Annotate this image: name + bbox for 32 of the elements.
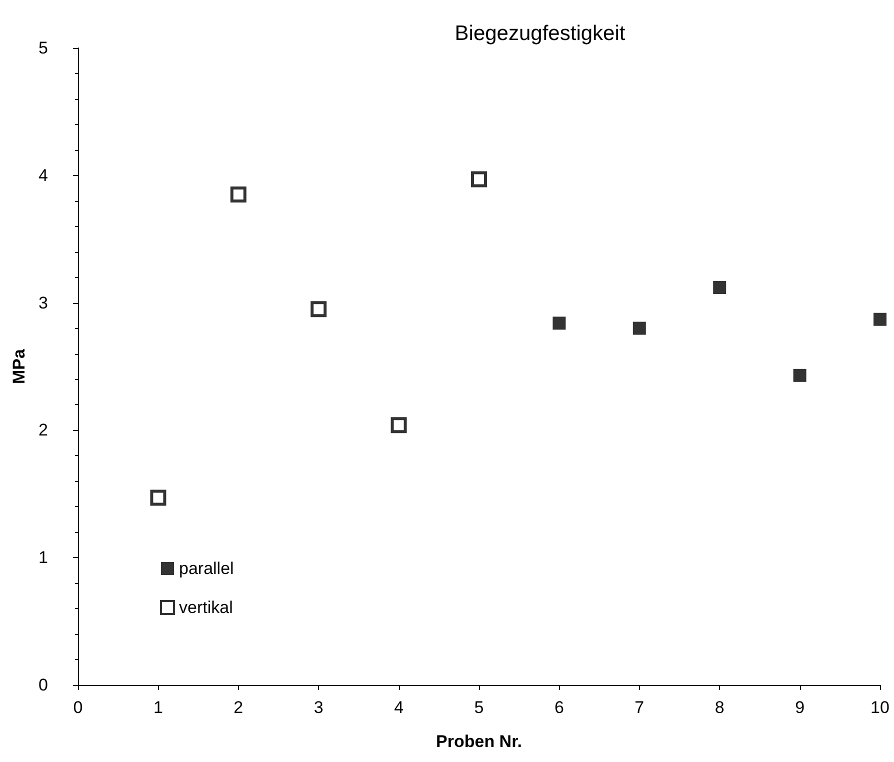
x-tick-label: 4 bbox=[394, 698, 404, 717]
x-tick-label: 0 bbox=[73, 698, 83, 717]
point bbox=[310, 301, 327, 318]
point bbox=[552, 316, 566, 330]
x-tick-label: 3 bbox=[314, 698, 324, 717]
x-tick-label: 10 bbox=[870, 698, 890, 717]
x-tick-label: 8 bbox=[714, 698, 724, 717]
point bbox=[471, 171, 487, 188]
legend-label: vertikal bbox=[179, 598, 233, 617]
point bbox=[713, 281, 726, 294]
point bbox=[150, 490, 166, 506]
y-tick-label: 5 bbox=[38, 38, 48, 58]
legend-label: parallel bbox=[179, 559, 234, 578]
point bbox=[793, 368, 806, 382]
x-tick-label: 1 bbox=[153, 698, 163, 717]
x-tick-label: 6 bbox=[554, 698, 564, 717]
point bbox=[390, 417, 407, 434]
x-tick-label: 5 bbox=[474, 698, 484, 717]
y-tick-label: 4 bbox=[38, 166, 48, 185]
y-tick-label: 2 bbox=[38, 420, 48, 440]
y-axis-title: MPa bbox=[10, 348, 29, 384]
x-axis-title: Proben Nr. bbox=[436, 732, 522, 751]
x-tick-label: 7 bbox=[634, 698, 644, 717]
point bbox=[874, 312, 886, 326]
x-tick-label: 2 bbox=[234, 698, 244, 717]
point bbox=[632, 322, 646, 335]
x-tick-label: 9 bbox=[795, 698, 805, 717]
point bbox=[230, 186, 246, 203]
y-tick-label: 3 bbox=[38, 293, 48, 312]
y-tick-label: 1 bbox=[38, 548, 48, 568]
chart-title: Biegezugfestigkeit bbox=[454, 22, 626, 45]
y-tick-label: 0 bbox=[38, 676, 48, 694]
